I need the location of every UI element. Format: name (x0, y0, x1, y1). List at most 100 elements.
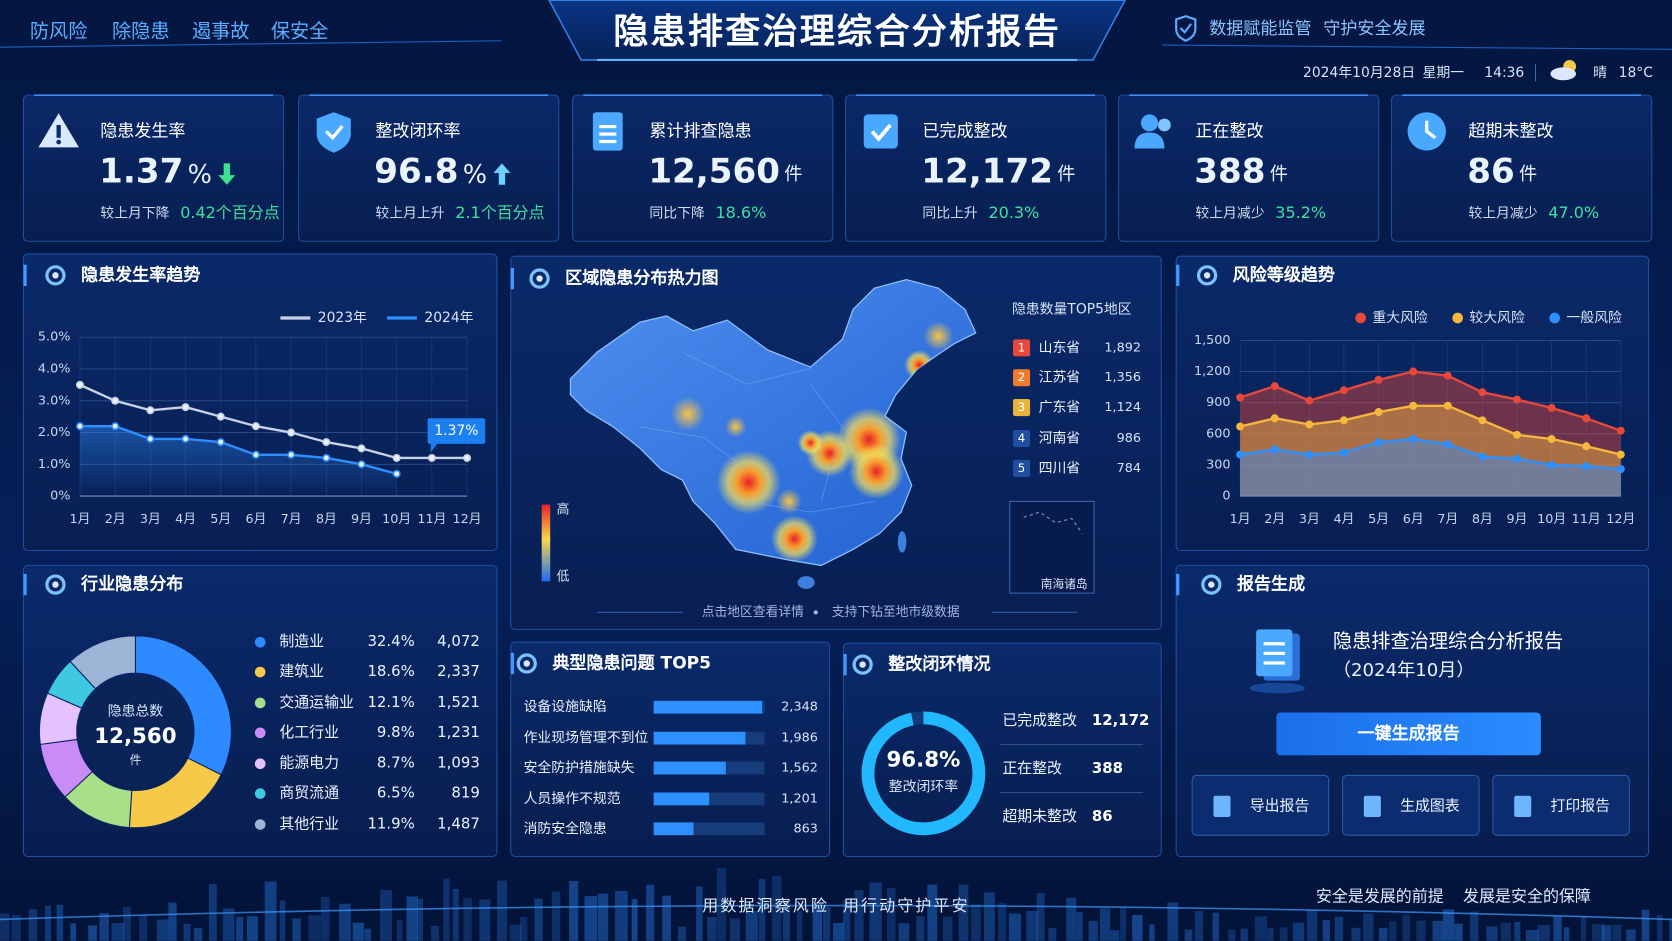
header-plate (548, 0, 1127, 61)
generate-button[interactable] (1276, 712, 1541, 756)
skyline (1469, 911, 1479, 941)
skyline (279, 900, 286, 941)
kpi-value: 86 (1467, 151, 1514, 191)
skyline (1267, 928, 1274, 941)
legend-label: 化工行业 (279, 723, 339, 741)
map-hint: 支持下钻至地市级数据 (832, 604, 960, 620)
heat-layer (670, 321, 954, 563)
skyline (1066, 897, 1077, 941)
action-button[interactable] (1341, 774, 1480, 836)
skyline (1626, 929, 1636, 941)
donut-slice (134, 635, 232, 776)
y-tick-label: 300 (1206, 457, 1230, 472)
province-border (639, 426, 747, 470)
series-line (1239, 404, 1622, 456)
heat-spot (770, 515, 818, 563)
region-name[interactable]: 河南省 (1039, 431, 1081, 447)
person-body (1134, 132, 1165, 149)
center-label: 隐患总数 (108, 703, 164, 719)
x-tick-label: 2月 (1264, 512, 1285, 527)
skyline (406, 896, 419, 941)
y-tick-label: 4.0% (38, 361, 70, 376)
x-tick-label: 10月 (382, 512, 411, 527)
skyline (1088, 920, 1098, 941)
header-line (1162, 44, 1672, 50)
data-point (357, 460, 366, 469)
legend-label: 建筑业 (279, 662, 324, 680)
area-fill (79, 426, 397, 497)
skyline (339, 903, 351, 941)
value-label: 9.8% (377, 723, 415, 741)
panel-icon-dot (1208, 581, 1215, 588)
skyline (942, 916, 953, 941)
kpi-unit: 件 (1519, 164, 1537, 185)
data-point (1270, 382, 1279, 391)
x-tick-label: 3月 (1299, 512, 1320, 527)
data-point (1236, 393, 1245, 402)
count-label: 1,231 (437, 723, 480, 741)
skyline (1641, 909, 1650, 941)
kpi-value: 388 (1194, 151, 1265, 191)
rank-badge (1013, 459, 1031, 477)
inset-islands (1023, 511, 1083, 534)
skyline (1110, 930, 1120, 941)
skyline (11, 914, 21, 941)
tagline: 数据赋能监管 (1209, 19, 1311, 39)
action-icon (1213, 795, 1231, 818)
page-title: 隐患排查治理综合分析报告 (613, 11, 1061, 52)
count-label: 819 (451, 784, 479, 802)
rank: 1 (1018, 340, 1025, 354)
data-point (1616, 426, 1625, 435)
skyline (1334, 916, 1344, 941)
skyline (796, 910, 803, 941)
panel-icon (45, 265, 66, 286)
generate-button-label[interactable]: 一键生成报告 (1357, 723, 1459, 744)
skyline (842, 900, 851, 941)
count-label: 4,072 (437, 632, 480, 650)
inset-label: 南海诸岛 (1041, 577, 1088, 591)
skyline (246, 916, 258, 941)
skyline (998, 902, 1007, 941)
data-point (1478, 452, 1487, 461)
heat-spot (725, 416, 747, 438)
rank: 4 (1018, 431, 1025, 445)
skyline (1442, 909, 1455, 941)
action-label[interactable]: 打印报告 (1550, 796, 1610, 814)
skyline (1292, 922, 1305, 941)
region-name[interactable]: 广东省 (1039, 400, 1081, 416)
data-point (1512, 395, 1521, 404)
skyline (927, 884, 938, 941)
data-point (1582, 414, 1591, 423)
province-border (810, 383, 843, 502)
region-name[interactable]: 山东省 (1039, 340, 1081, 356)
skyline (1432, 920, 1444, 941)
weather: 晴 (1593, 65, 1607, 81)
region-name[interactable]: 江苏省 (1039, 370, 1081, 386)
data-point (1305, 450, 1314, 459)
legend-label: 制造业 (279, 632, 324, 650)
skyline (1580, 916, 1587, 941)
warning-mark (56, 125, 61, 138)
action-button[interactable] (1191, 774, 1330, 836)
center-unit: 件 (130, 753, 142, 767)
skyline (364, 928, 371, 941)
skyline (1132, 914, 1143, 941)
skyline (534, 898, 543, 941)
hainan (797, 576, 815, 589)
region-name[interactable]: 四川省 (1039, 460, 1081, 476)
action-button[interactable] (1492, 774, 1630, 836)
skyline (431, 925, 440, 941)
action-label[interactable]: 生成图表 (1400, 796, 1460, 814)
kpi-change: 47.0% (1548, 203, 1599, 222)
footer-motto: 发展是安全的保障 (1463, 887, 1591, 906)
area-fill (1240, 405, 1621, 497)
action-icon (1363, 795, 1381, 818)
skyline (156, 919, 169, 941)
skyline (1486, 926, 1498, 941)
action-label[interactable]: 导出报告 (1250, 796, 1310, 814)
bar (653, 731, 746, 745)
clock-hand (1425, 120, 1437, 140)
panel-accent (1176, 264, 1180, 287)
data-point (392, 453, 401, 462)
value-label: 8.7% (377, 754, 415, 772)
